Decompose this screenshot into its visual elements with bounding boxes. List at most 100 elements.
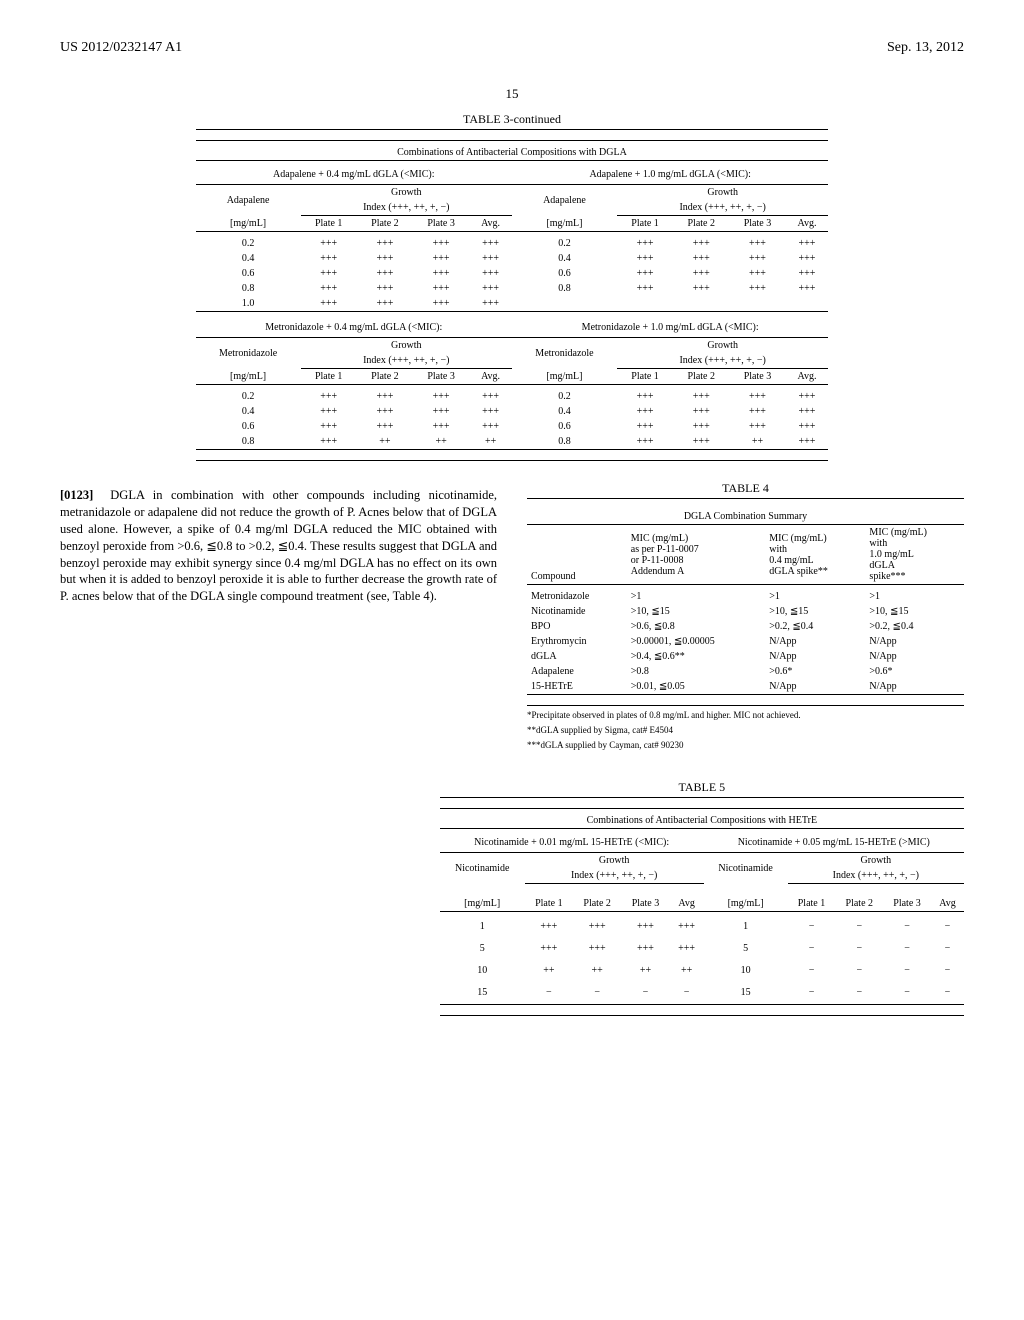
table-cell: 0.8: [512, 434, 617, 450]
table-3-subtitle: Combinations of Antibacterial Compositio…: [196, 145, 829, 161]
paragraph-text: DGLA in combination with other compounds…: [60, 488, 497, 603]
table-cell: +++: [525, 938, 573, 960]
table-cell: +++: [786, 266, 829, 281]
table-cell: >0.2, ≦0.4: [765, 619, 865, 634]
t3-col: Plate 1: [301, 369, 357, 385]
table-cell: 0.2: [512, 389, 617, 404]
table-cell: −: [883, 938, 931, 960]
table-cell: Nicotinamide: [527, 604, 627, 619]
table-cell: 0.4: [196, 251, 301, 266]
table-cell: +++: [469, 251, 512, 266]
table-cell: >1: [627, 589, 765, 604]
table-cell: +++: [786, 389, 829, 404]
t3-compound: Metronidazole: [512, 338, 617, 369]
table-cell: +++: [729, 251, 785, 266]
table-cell: >1: [765, 589, 865, 604]
table-row: 1.0++++++++++++: [196, 296, 829, 312]
table-cell: −: [525, 982, 573, 1005]
table-cell: +++: [301, 236, 357, 251]
table-cell: 0.4: [512, 404, 617, 419]
table-cell: −: [931, 916, 964, 938]
table-cell: ++: [357, 434, 413, 450]
page-number: 15: [60, 86, 964, 102]
table-cell: −: [788, 916, 836, 938]
table-cell: >0.6*: [765, 664, 865, 679]
table-cell: +++: [301, 389, 357, 404]
t3-unit: [mg/mL]: [512, 216, 617, 232]
table-cell: ++: [729, 434, 785, 450]
table-3-title: TABLE 3-continued: [196, 112, 829, 127]
table-cell: N/App: [765, 649, 865, 664]
t4-footnote: **dGLA supplied by Sigma, cat# E4504: [527, 725, 964, 736]
table-row: 0.8++++++++++++0.8++++++++++++: [196, 281, 829, 296]
publication-date: Sep. 13, 2012: [887, 40, 964, 56]
table-cell: −: [883, 916, 931, 938]
t5-unit: [mg/mL]: [440, 896, 525, 912]
t4-header: MIC (mg/mL) with 0.4 mg/mL dGLA spike**: [765, 525, 865, 585]
table-cell: +++: [525, 916, 573, 938]
table-cell: +++: [673, 419, 729, 434]
table-cell: +++: [413, 266, 469, 281]
table-cell: +++: [357, 251, 413, 266]
table-cell: >0.00001, ≦0.00005: [627, 634, 765, 649]
table-cell: >10, ≦15: [627, 604, 765, 619]
t3-growth: Growth: [617, 338, 828, 354]
t3-col: Plate 1: [617, 216, 673, 232]
t3-col: Plate 2: [357, 216, 413, 232]
table-cell: 5: [440, 938, 525, 960]
table-cell: ++: [469, 434, 512, 450]
table-cell: −: [788, 982, 836, 1005]
t3-unit: [mg/mL]: [196, 216, 301, 232]
table-cell: +++: [413, 281, 469, 296]
t3-s1-right-header: Adapalene + 1.0 mg/mL dGLA (<MIC):: [512, 165, 828, 185]
t5-col: Avg: [931, 896, 964, 912]
table-cell: −: [931, 938, 964, 960]
t3-col: Avg.: [469, 216, 512, 232]
table-cell: −: [835, 938, 883, 960]
table-row: Adapalene>0.8>0.6*>0.6*: [527, 664, 964, 679]
t5-index: Index (+++, ++, +, −): [788, 868, 964, 884]
table-cell: [786, 296, 829, 312]
table-cell: +++: [617, 251, 673, 266]
table-cell: +++: [357, 404, 413, 419]
t4-header: MIC (mg/mL) with 1.0 mg/mL dGLA spike***: [865, 525, 964, 585]
table-cell: 0.6: [512, 266, 617, 281]
t5-col: Avg: [670, 896, 704, 912]
table-cell: ++: [525, 960, 573, 982]
table-cell: +++: [786, 419, 829, 434]
table-4: DGLA Combination Summary Compound MIC (m…: [527, 498, 964, 706]
table-cell: +++: [301, 404, 357, 419]
table-cell: +++: [673, 434, 729, 450]
table-cell: >10, ≦15: [765, 604, 865, 619]
t3-s2-right-header: Metronidazole + 1.0 mg/mL dGLA (<MIC):: [512, 318, 828, 338]
table-cell: >0.01, ≦0.05: [627, 679, 765, 695]
table-cell: +++: [357, 389, 413, 404]
t5-col: Plate 2: [835, 896, 883, 912]
table-cell: 0.4: [196, 404, 301, 419]
table-cell: ++: [573, 960, 621, 982]
table-cell: +++: [729, 404, 785, 419]
table-cell: +++: [413, 251, 469, 266]
table-row: 10++++++++10−−−−: [440, 960, 964, 982]
t3-s1-left-header: Adapalene + 0.4 mg/mL dGLA (<MIC):: [196, 165, 512, 185]
table-cell: +++: [729, 389, 785, 404]
table-row: 0.6++++++++++++0.6++++++++++++: [196, 419, 829, 434]
table-cell: 5: [704, 938, 788, 960]
t5-index: Index (+++, ++, +, −): [525, 868, 704, 884]
table-cell: −: [931, 982, 964, 1005]
table-cell: +++: [301, 266, 357, 281]
table-cell: N/App: [765, 679, 865, 695]
t3-col: Plate 1: [617, 369, 673, 385]
table-row: 0.2++++++++++++0.2++++++++++++: [196, 389, 829, 404]
t3-col: Avg.: [786, 369, 829, 385]
table-cell: 0.4: [512, 251, 617, 266]
table-cell: +++: [357, 296, 413, 312]
table-cell: +++: [621, 916, 669, 938]
t3-col: Avg.: [786, 216, 829, 232]
table-cell: −: [788, 938, 836, 960]
t3-col: Plate 3: [729, 369, 785, 385]
table-cell: 0.8: [512, 281, 617, 296]
table-cell: +++: [673, 236, 729, 251]
t5-growth: Growth: [788, 853, 964, 869]
table-cell: N/App: [865, 649, 964, 664]
